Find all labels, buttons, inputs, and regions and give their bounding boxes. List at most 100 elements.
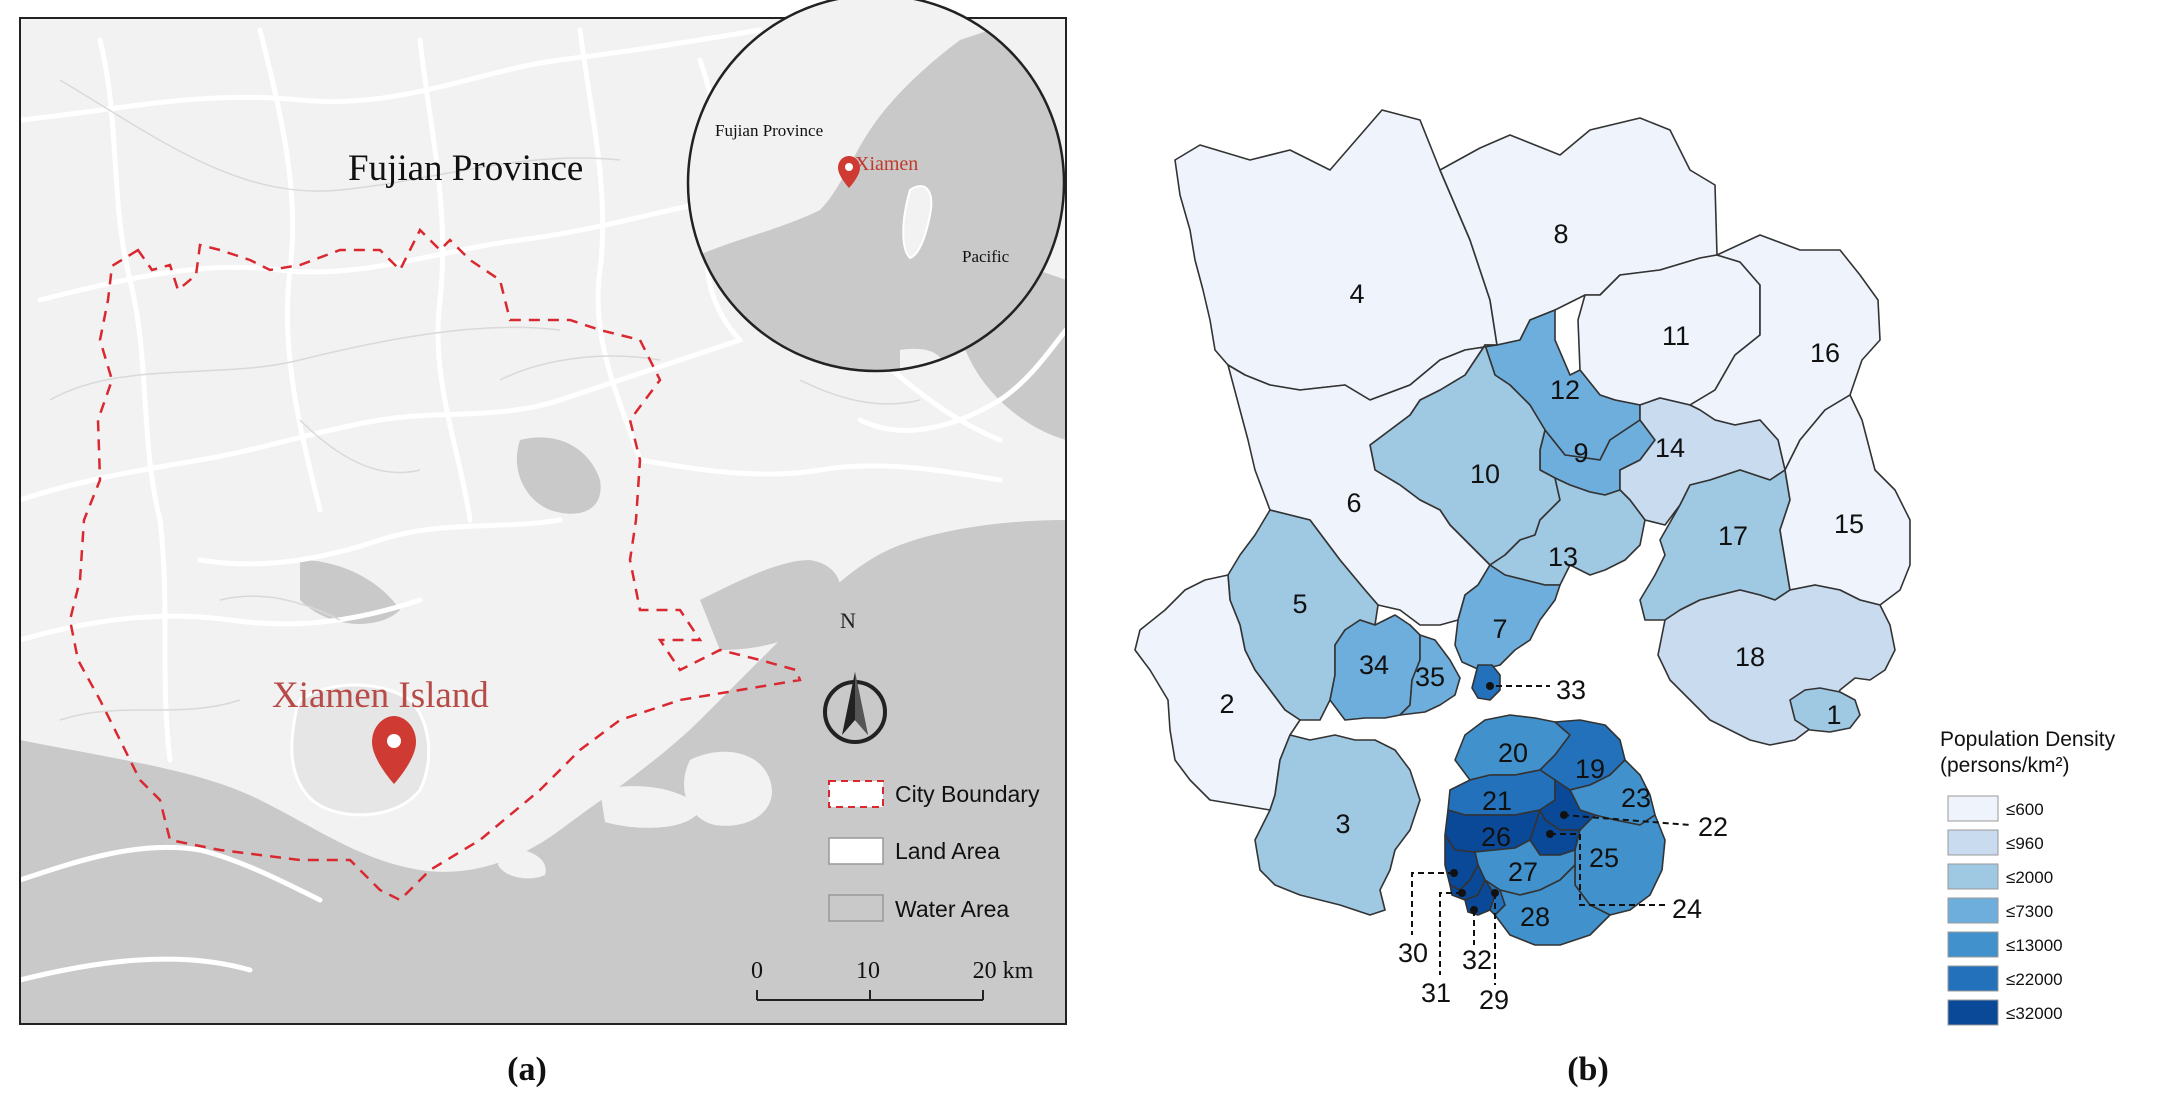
location-marker-icon [372, 716, 416, 784]
legend-rows: ≤600 ≤960 ≤2000 ≤7300 ≤13000 ≤22000 ≤32000 [1947, 795, 2063, 1026]
zone-label-1: 1 [1826, 700, 1841, 730]
legend-swatch [1947, 999, 1999, 1026]
zone-label-3: 3 [1335, 809, 1350, 839]
legend-swatch [1947, 965, 1999, 992]
inset-ocean-label: Pacific [962, 247, 1010, 266]
zone-label-14: 14 [1655, 433, 1685, 463]
zone-33 [1471, 664, 1501, 701]
leader-lines [1411, 685, 1691, 985]
zone-1 [1789, 687, 1861, 733]
zone-7 [1454, 564, 1561, 671]
zone-3 [1254, 734, 1421, 916]
island-label: Xiamen Island [272, 675, 489, 716]
zone-35 [1399, 634, 1461, 716]
legend-swatch [1947, 931, 1999, 958]
zone-label-16: 16 [1810, 338, 1840, 368]
minor-roads [49, 79, 921, 721]
legend-class-label: ≤600 [2006, 800, 2044, 819]
inset-city-label: Xiamen [855, 153, 918, 175]
scale-tick-20km: 20 km [973, 958, 1034, 984]
inset-marker-icon [838, 156, 860, 188]
zone-label-27: 27 [1508, 857, 1538, 887]
north-arrow-icon: N [823, 608, 887, 744]
zone-label-30: 30 [1398, 938, 1428, 968]
inset-taiwan [902, 185, 933, 260]
zone-label-15: 15 [1834, 509, 1864, 539]
zone-label-5: 5 [1292, 589, 1307, 619]
zone-label-19: 19 [1575, 754, 1605, 784]
zone-label-20: 20 [1498, 738, 1528, 768]
legend-city-boundary-swatch [828, 780, 884, 808]
zone-15 [1779, 394, 1911, 606]
city-boundary-line [68, 227, 802, 902]
zone-label-22: 22 [1698, 812, 1728, 842]
legend-class-label: ≤960 [2006, 834, 2044, 853]
zone-labels: 1 2 3 4 5 6 7 8 9 10 11 12 13 14 15 16 1… [1219, 219, 1864, 1015]
water-area [20, 250, 1066, 1024]
zone-label-9: 9 [1573, 438, 1588, 468]
zone-label-17: 17 [1718, 521, 1748, 551]
zone-label-32: 32 [1462, 945, 1492, 975]
zone-label-6: 6 [1346, 488, 1361, 518]
legend-swatch [1947, 897, 1999, 924]
zone-label-33: 33 [1556, 675, 1586, 705]
density-legend: Population Density (persons/km²) ≤600 ≤96… [1940, 728, 2116, 1026]
legend-class-label: ≤32000 [2006, 1004, 2063, 1023]
legend-class-label: ≤7300 [2006, 902, 2053, 921]
zone-label-34: 34 [1359, 650, 1389, 680]
zone-13 [1489, 477, 1646, 586]
legend-swatch [1947, 829, 1999, 856]
panel-a-legend: City Boundary Land Area Water Area [828, 780, 1040, 922]
zone-label-13: 13 [1548, 542, 1578, 572]
zone-label-11: 11 [1662, 321, 1690, 351]
zone-18 [1657, 584, 1896, 746]
zone-label-7: 7 [1492, 614, 1507, 644]
zone-label-25: 25 [1589, 843, 1619, 873]
panel-a-caption: (a) [507, 1051, 547, 1088]
legend-class-label: ≤13000 [2006, 936, 2063, 955]
zone-label-24: 24 [1672, 894, 1702, 924]
legend-swatch [1947, 863, 1999, 890]
legend-swatch [1947, 795, 1999, 822]
legend-title-line2: (persons/km²) [1940, 754, 2070, 777]
legend-title-line1: Population Density [1940, 728, 2116, 751]
panel-a: Fujian Province Xiamen Pacific Fujian Pr… [19, 0, 1067, 1088]
legend-land-area-label: Land Area [895, 838, 1000, 864]
zone-label-29: 29 [1479, 985, 1509, 1015]
inset-globe: Fujian Province Xiamen Pacific [686, 0, 1066, 373]
zone-label-28: 28 [1520, 902, 1550, 932]
panel-a-frame [19, 17, 1067, 1025]
scale-tick-10: 10 [856, 958, 880, 984]
zone-28 [1494, 864, 1611, 946]
zone-label-10: 10 [1470, 459, 1500, 489]
zone-label-21: 21 [1482, 786, 1512, 816]
zone-label-12: 12 [1550, 375, 1580, 405]
road-network [20, 27, 1066, 983]
north-label: N [840, 608, 856, 633]
panel-b [1134, 109, 1911, 946]
zone-label-2: 2 [1219, 689, 1234, 719]
zone-label-18: 18 [1735, 642, 1765, 672]
zone-label-23: 23 [1621, 783, 1651, 813]
inset-ocean [688, 0, 1064, 371]
panel-b-caption: (b) [1567, 1051, 1609, 1088]
scale-tick-0: 0 [751, 958, 763, 984]
region-label: Fujian Province [348, 148, 583, 189]
legend-water-area-swatch [828, 894, 884, 922]
legend-land-area-swatch [828, 837, 884, 865]
leader-dots [1450, 682, 1568, 914]
zone-2 [1134, 574, 1301, 811]
zone-label-8: 8 [1553, 219, 1568, 249]
zone-label-4: 4 [1349, 279, 1364, 309]
inset-border [686, 0, 1066, 373]
legend-city-boundary-label: City Boundary [895, 781, 1040, 807]
scale-bar: 0 10 20 km [751, 958, 1034, 1001]
legend-class-label: ≤22000 [2006, 970, 2063, 989]
legend-class-label: ≤2000 [2006, 868, 2053, 887]
inset-province-label: Fujian Province [715, 121, 823, 140]
zone-label-31: 31 [1421, 978, 1451, 1008]
legend-water-area-label: Water Area [895, 896, 1009, 922]
zone-label-26: 26 [1481, 822, 1511, 852]
zone-label-35: 35 [1415, 662, 1445, 692]
